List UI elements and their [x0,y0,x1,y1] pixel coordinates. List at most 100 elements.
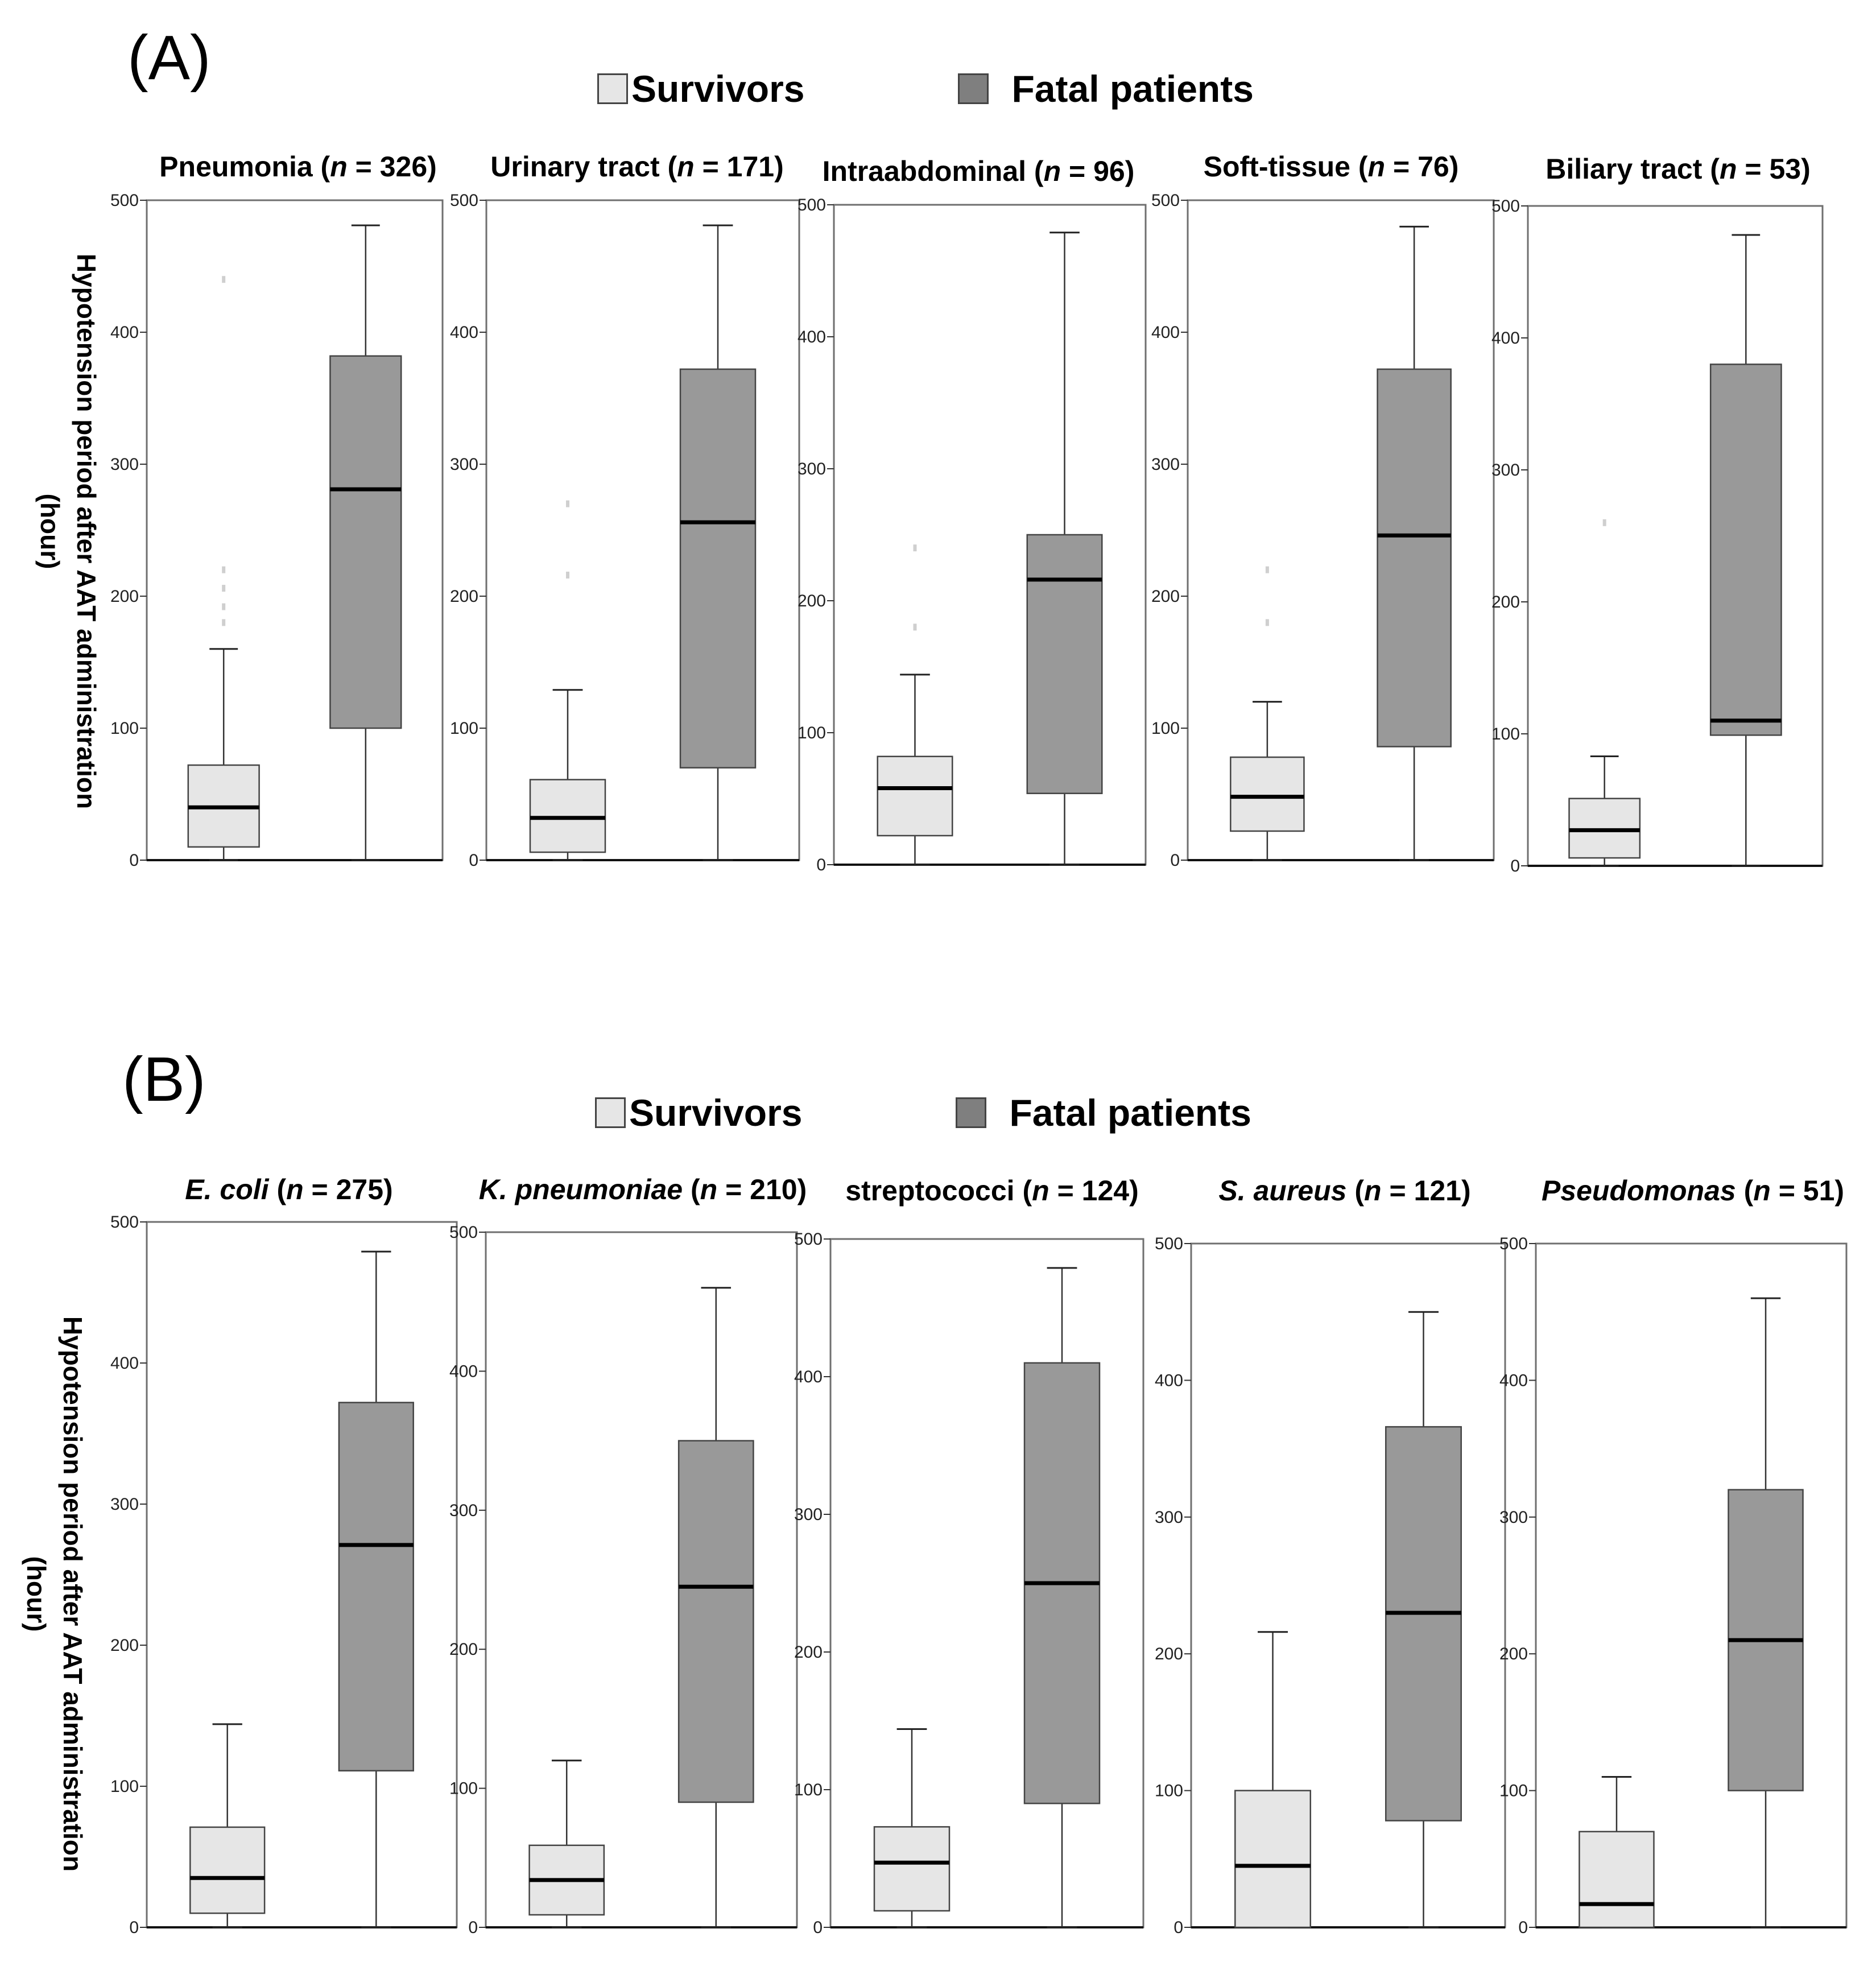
box-iqr [329,355,402,729]
chart-title-paren: ( [1736,1175,1754,1207]
y-tick-label: 0 [1518,1918,1528,1937]
chart-title-name: Pneumonia ( [159,151,330,183]
chart-title-count: = 96) [1061,155,1134,187]
box-survivors [877,544,953,866]
outlier-point [913,623,917,631]
y-tick-label: 0 [1170,851,1180,870]
outlier-point [1265,619,1269,626]
chart-title-count: = 121) [1382,1175,1471,1207]
y-tick-label: 500 [797,196,826,214]
chart-title-name: Urinary tract ( [490,151,677,183]
chart-title-n: n [700,1174,718,1205]
chart-title-n: n [286,1174,304,1205]
chart-title-count: = 326) [348,151,437,183]
chart-title-count: = 275) [304,1174,393,1205]
legend-item-fatal-b: Fatal patients [956,1091,1251,1134]
y-tick-label: 500 [1151,191,1180,210]
y-tick-label: 100 [1151,719,1180,738]
y-tick-label: 100 [110,719,139,738]
legend-b: Survivors Fatal patients [595,1091,1251,1134]
box-fatal [679,224,757,861]
chart-title-count: = 124) [1049,1175,1139,1207]
y-tick-label: 0 [468,1918,478,1937]
y-tick-label: 200 [1491,593,1520,612]
box-survivors [873,1728,951,1928]
chart-title-n: n [677,151,695,183]
y-tick-label: 300 [1151,455,1180,474]
y-tick-label: 100 [110,1777,139,1796]
chart-title: Intraabdominal (n = 96) [823,155,1135,187]
y-tick-label: 100 [797,724,826,742]
chart-title-n: n [1368,151,1386,183]
y-tick-label: 400 [1491,329,1520,348]
y-tick-label: 0 [816,856,826,874]
y-tick-label: 200 [110,587,139,606]
box-survivors [1234,1631,1312,1928]
box-iqr [677,1440,754,1803]
box-fatal [338,1250,414,1928]
box-iqr [873,1826,951,1912]
y-tick-label: 400 [1499,1371,1528,1390]
chart-title-count: = 210) [717,1174,807,1205]
legend-swatch-survivors-b [595,1097,626,1128]
box-iqr [338,1402,414,1771]
chart-title: E. coli (n = 275) [185,1174,392,1205]
y-tick-label: 500 [1155,1234,1183,1253]
y-tick-label: 500 [110,191,139,210]
chart-title-name: E. coli [185,1174,269,1205]
chart-title-n: n [1044,155,1061,187]
legend-item-survivors: Survivors [597,67,804,110]
outlier-point [222,603,226,610]
legend-swatch-fatal-b [956,1097,987,1128]
box-iqr [1230,756,1305,832]
y-tick-label: 0 [813,1918,823,1937]
y-tick-label: 300 [110,1495,139,1514]
y-tick-label: 400 [449,1362,478,1381]
chart-title-n: n [1753,1175,1771,1207]
chart-title-paren: ( [1015,1175,1032,1207]
y-tick-label: 200 [449,1640,478,1659]
y-tick-label: 200 [1151,587,1180,606]
y-tick-label: 500 [1499,1234,1528,1253]
outlier-point [1265,566,1269,573]
box-iqr [1709,364,1782,736]
outlier-point [222,276,226,283]
chart-title-name: streptococci [845,1175,1014,1207]
chart-title-paren: ( [683,1174,700,1205]
y-tick-label: 200 [1155,1645,1183,1663]
y-tick-label: 0 [469,851,478,870]
outlier-point [1602,519,1606,526]
y-tick-label: 100 [794,1781,823,1799]
chart-title-n: n [330,151,348,183]
outlier-point [222,619,226,626]
box-fatal [1728,1297,1804,1928]
legend-a: Survivors Fatal patients [597,67,1254,110]
y-tick-label: 300 [1155,1508,1183,1527]
y-tick-label: 400 [1155,1371,1183,1390]
chart-title: Biliary tract (n = 53) [1546,153,1810,185]
legend-label-fatal-b: Fatal patients [1009,1092,1251,1134]
chart-title-name: S. aureus [1218,1175,1346,1207]
y-tick-label: 100 [1155,1782,1183,1800]
y-tick-label: 0 [129,851,139,870]
y-tick-label: 500 [449,1223,478,1242]
outlier-point [566,500,569,507]
y-tick-label: 100 [449,1779,478,1798]
chart-title-name: Soft-tissue ( [1204,151,1368,183]
y-tick-label: 500 [1491,197,1520,216]
y-tick-label: 100 [1499,1782,1528,1800]
legend-label-survivors: Survivors [631,68,805,110]
y-tick-label: 500 [450,191,478,210]
box-fatal [329,224,402,861]
y-tick-label: 300 [794,1505,823,1524]
chart-title: Soft-tissue (n = 76) [1204,151,1459,183]
legend-item-fatal: Fatal patients [958,67,1254,110]
legend-item-survivors-b: Survivors [595,1091,802,1134]
y-tick-label: 100 [450,719,478,738]
